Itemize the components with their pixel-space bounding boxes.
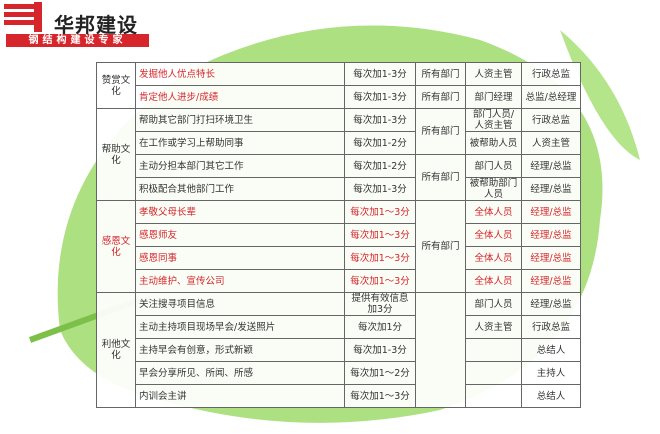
table-row: 在工作或学习上帮助同事 每次加1-2分 被帮助人员 人资主管 xyxy=(97,131,581,155)
department-cell: 所有部门 xyxy=(415,200,466,293)
approver-cell: 经理/总监 xyxy=(521,154,581,178)
table-row: 主持早会有创意，形式新颖 每次加1-3分 总结人 xyxy=(97,338,581,362)
item-cell: 在工作或学习上帮助同事 xyxy=(135,131,345,155)
recorder-cell xyxy=(465,361,522,385)
recorder-cell: 全体人员 xyxy=(465,246,522,270)
department-cell xyxy=(415,292,466,408)
table-row: 利他文化 关注搜寻项目信息 提供有效信息加3分 部门人员 经理/总监 xyxy=(96,292,581,408)
score-cell: 提供有效信息加3分 xyxy=(344,292,416,316)
item-cell: 帮助其它部门打扫环境卫生 xyxy=(135,108,345,132)
item-cell: 内训会主讲 xyxy=(135,384,345,408)
score-cell: 每次加1～3分 xyxy=(344,246,416,270)
item-cell: 主动维护、宣传公司 xyxy=(135,269,345,293)
item-cell: 主持早会有创意，形式新颖 xyxy=(135,338,345,362)
category-cell: 赞赏文化 xyxy=(96,62,136,109)
recorder-cell xyxy=(465,384,522,408)
score-cell: 每次加1-3分 xyxy=(344,85,416,109)
score-cell: 每次加1-2分 xyxy=(344,131,416,155)
table-row: 感恩文化 孝敬父母长辈 每次加1～3分 所有部门 全体人员 经理/总监 xyxy=(96,200,581,293)
score-cell: 每次加1～3分 xyxy=(344,384,416,408)
recorder-cell: 全体人员 xyxy=(465,223,522,247)
recorder-cell: 部门经理 xyxy=(465,85,522,109)
approver-cell: 总结人 xyxy=(521,384,581,408)
approver-cell: 经理/总监 xyxy=(521,246,581,270)
category-cell: 利他文化 xyxy=(96,292,136,408)
approver-cell: 经理/总监 xyxy=(521,223,581,247)
recorder-cell xyxy=(465,338,522,362)
score-cell: 每次加1～2分 xyxy=(344,361,416,385)
recorder-cell: 全体人员 xyxy=(465,269,522,293)
item-cell: 发掘他人优点特长 xyxy=(135,62,345,86)
approver-cell: 行政总监 xyxy=(521,108,581,132)
table-row: 主动维护、宣传公司 每次加1～3分 全体人员 经理/总监 xyxy=(97,269,581,293)
approver-cell: 经理/总监 xyxy=(521,269,581,293)
score-cell: 每次加1-3分 xyxy=(344,108,416,132)
score-cell: 每次加1-3分 xyxy=(344,177,416,201)
approver-cell: 经理/总监 xyxy=(521,200,581,224)
recorder-cell: 人资主管 xyxy=(465,62,522,86)
score-cell: 每次加1～3分 xyxy=(344,200,416,224)
recorder-cell: 被帮助人员 xyxy=(465,131,522,155)
score-cell: 每次加1-3分 xyxy=(344,62,416,86)
approver-cell: 行政总监 xyxy=(521,62,581,86)
table-row: 积极配合其他部门工作 每次加1-3分 被帮助部门人员 经理/总监 xyxy=(97,177,581,201)
approver-cell: 行政总监 xyxy=(521,315,581,339)
culture-points-table: 赞赏文化 发掘他人优点特长 每次加1-3分 所有部门 人资主管 行政总监 肯定他人进步/成绩… xyxy=(96,62,581,408)
recorder-cell: 部门人员 xyxy=(465,154,522,178)
category-cell: 感恩文化 xyxy=(96,200,136,293)
approver-cell: 主持人 xyxy=(521,361,581,385)
item-cell: 感恩同事 xyxy=(135,246,345,270)
department-cell: 所有部门 xyxy=(415,154,466,201)
approver-cell: 人资主管 xyxy=(521,131,581,155)
table-row: 内训会主讲 每次加1～3分 总结人 xyxy=(97,384,581,408)
table-row: 感恩同事 每次加1～3分 全体人员 经理/总监 xyxy=(97,246,581,270)
company-logo: 华邦建设 钢结构建设专家 xyxy=(4,2,154,48)
department-cell: 所有部门 xyxy=(415,62,466,86)
item-cell: 感恩师友 xyxy=(135,223,345,247)
score-cell: 每次加1分 xyxy=(344,315,416,339)
company-slogan: 钢结构建设专家 xyxy=(6,34,149,47)
company-name: 华邦建设 xyxy=(54,13,138,37)
recorder-cell: 被帮助部门人员 xyxy=(465,177,522,201)
item-cell: 主动主持项目现场早会/发送照片 xyxy=(135,315,345,339)
item-cell: 积极配合其他部门工作 xyxy=(135,177,345,201)
item-cell: 肯定他人进步/成绩 xyxy=(135,85,345,109)
item-cell: 孝敬父母长辈 xyxy=(135,200,345,224)
table-row: 主动分担本部门其它工作 每次加1-2分 所有部门 部门人员 经理/总监 xyxy=(97,154,581,201)
table-row: 感恩师友 每次加1～3分 全体人员 经理/总监 xyxy=(97,223,581,247)
approver-cell: 总结人 xyxy=(521,338,581,362)
table-row: 赞赏文化 发掘他人优点特长 每次加1-3分 所有部门 人资主管 行政总监 xyxy=(96,62,581,109)
table-row: 早会分享所见、所闻、所感 每次加1～2分 主持人 xyxy=(97,361,581,385)
department-cell: 所有部门 xyxy=(415,85,466,109)
approver-cell: 经理/总监 xyxy=(521,177,581,201)
department-cell: 所有部门 xyxy=(415,108,466,155)
recorder-cell: 全体人员 xyxy=(465,200,522,224)
item-cell: 早会分享所见、所闻、所感 xyxy=(135,361,345,385)
recorder-cell: 部门人员 xyxy=(465,292,522,316)
approver-cell: 总监/总经理 xyxy=(521,85,581,109)
approver-cell: 经理/总监 xyxy=(521,292,581,316)
score-cell: 每次加1～3分 xyxy=(344,269,416,293)
logo-mark-icon xyxy=(4,2,42,32)
table-row: 主动主持项目现场早会/发送照片 每次加1分 人资主管 行政总监 xyxy=(97,315,581,339)
item-cell: 关注搜寻项目信息 xyxy=(135,292,345,316)
recorder-cell: 人资主管 xyxy=(465,315,522,339)
score-cell: 每次加1-2分 xyxy=(344,154,416,178)
table-row: 帮助文化 帮助其它部门打扫环境卫生 每次加1-3分 所有部门 部门人员/人资主管 行政总监 xyxy=(96,108,581,201)
category-cell: 帮助文化 xyxy=(96,108,136,201)
score-cell: 每次加1-3分 xyxy=(344,338,416,362)
item-cell: 主动分担本部门其它工作 xyxy=(135,154,345,178)
table-row: 肯定他人进步/成绩 每次加1-3分 所有部门 部门经理 总监/总经理 xyxy=(97,85,581,109)
score-cell: 每次加1～3分 xyxy=(344,223,416,247)
recorder-cell: 部门人员/人资主管 xyxy=(465,108,522,132)
